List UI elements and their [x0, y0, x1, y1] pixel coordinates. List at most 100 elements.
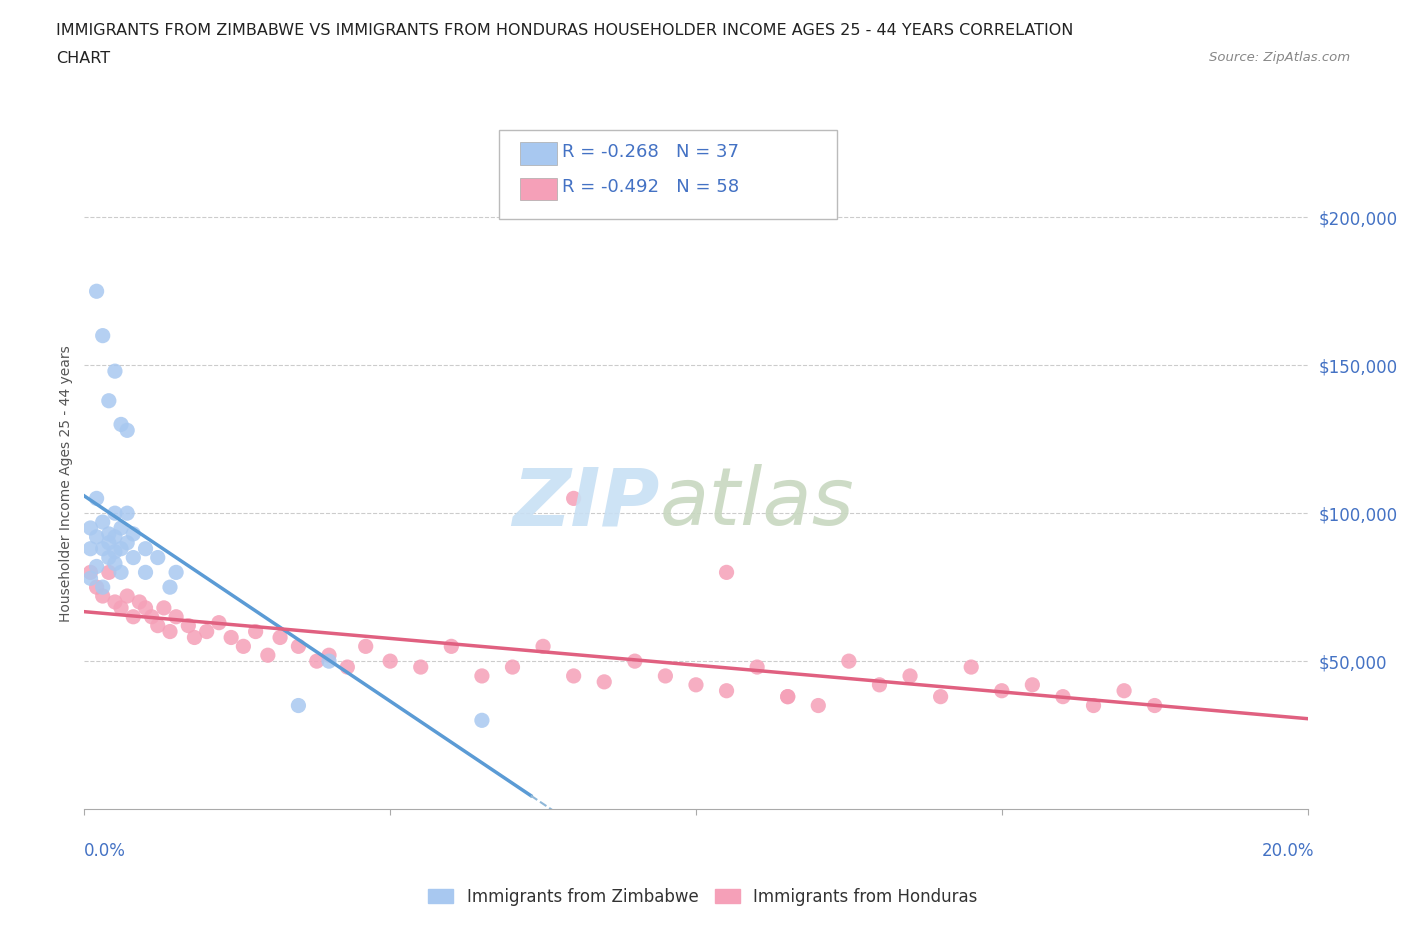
Point	[79, 521, 101, 536]
Point	[122, 526, 145, 541]
Point	[110, 565, 132, 579]
Y-axis label: Householder Income Ages 25 - 44 years: Householder Income Ages 25 - 44 years	[59, 345, 73, 622]
Point	[776, 689, 799, 704]
Point	[776, 689, 799, 704]
Point	[165, 609, 187, 624]
Point	[153, 601, 176, 616]
Point	[287, 639, 309, 654]
Point	[115, 589, 138, 604]
Point	[183, 630, 205, 644]
Point	[562, 491, 585, 506]
Point	[838, 654, 860, 669]
Point	[208, 616, 231, 631]
Point	[122, 551, 145, 565]
Point	[716, 684, 738, 698]
Point	[115, 536, 138, 551]
Point	[257, 648, 280, 663]
Point	[1021, 677, 1043, 692]
Point	[104, 594, 127, 609]
Point	[110, 601, 132, 616]
Point	[146, 551, 169, 565]
Point	[177, 618, 200, 633]
Point	[110, 417, 132, 432]
Point	[86, 579, 108, 594]
Point	[716, 565, 738, 579]
Text: R = -0.268   N = 37: R = -0.268 N = 37	[562, 142, 740, 161]
Point	[115, 423, 138, 438]
Point	[141, 609, 163, 624]
Point	[898, 669, 921, 684]
Point	[336, 659, 359, 674]
Text: 0.0%: 0.0%	[84, 842, 127, 859]
Point	[159, 624, 181, 639]
Point	[1083, 698, 1105, 713]
Point	[1143, 698, 1166, 713]
Point	[159, 579, 181, 594]
Point	[747, 659, 769, 674]
Point	[86, 491, 108, 506]
Point	[624, 654, 647, 669]
Point	[97, 551, 120, 565]
Point	[97, 536, 120, 551]
Point	[502, 659, 524, 674]
Point	[146, 618, 169, 633]
Point	[531, 639, 554, 654]
Point	[562, 669, 585, 684]
Point	[471, 713, 494, 728]
Point	[380, 654, 402, 669]
Point	[91, 541, 114, 556]
Point	[409, 659, 432, 674]
Point	[354, 639, 377, 654]
Point	[135, 601, 157, 616]
Point	[471, 669, 494, 684]
Point	[654, 669, 676, 684]
Point	[97, 526, 120, 541]
Point	[219, 630, 242, 644]
Point	[86, 529, 108, 544]
Point	[104, 544, 127, 559]
Text: CHART: CHART	[56, 51, 110, 66]
Point	[91, 579, 114, 594]
Text: IMMIGRANTS FROM ZIMBABWE VS IMMIGRANTS FROM HONDURAS HOUSEHOLDER INCOME AGES 25 : IMMIGRANTS FROM ZIMBABWE VS IMMIGRANTS F…	[56, 23, 1074, 38]
Point	[232, 639, 254, 654]
Point	[122, 609, 145, 624]
Point	[195, 624, 218, 639]
Point	[1052, 689, 1074, 704]
Point	[91, 589, 114, 604]
Point	[135, 565, 157, 579]
Point	[929, 689, 952, 704]
Point	[807, 698, 830, 713]
Point	[685, 677, 707, 692]
Point	[91, 328, 114, 343]
Text: 20.0%: 20.0%	[1263, 842, 1315, 859]
Text: R = -0.492   N = 58: R = -0.492 N = 58	[562, 178, 740, 196]
Point	[115, 506, 138, 521]
Point	[79, 565, 101, 579]
Point	[104, 364, 127, 379]
Point	[110, 521, 132, 536]
Point	[318, 648, 340, 663]
Point	[991, 684, 1014, 698]
Point	[245, 624, 267, 639]
Point	[960, 659, 983, 674]
Point	[165, 565, 187, 579]
Point	[869, 677, 891, 692]
Point	[86, 559, 108, 574]
Legend: Immigrants from Zimbabwe, Immigrants from Honduras: Immigrants from Zimbabwe, Immigrants fro…	[422, 881, 984, 912]
Text: Source: ZipAtlas.com: Source: ZipAtlas.com	[1209, 51, 1350, 64]
Point	[110, 541, 132, 556]
Point	[593, 674, 616, 689]
Point	[91, 514, 114, 529]
Point	[79, 541, 101, 556]
Point	[79, 571, 101, 586]
Point	[1114, 684, 1136, 698]
Point	[104, 506, 127, 521]
Point	[287, 698, 309, 713]
Point	[104, 556, 127, 571]
Point	[104, 529, 127, 544]
Point	[86, 284, 108, 299]
Point	[318, 654, 340, 669]
Point	[97, 393, 120, 408]
Point	[128, 594, 150, 609]
Point	[269, 630, 291, 644]
